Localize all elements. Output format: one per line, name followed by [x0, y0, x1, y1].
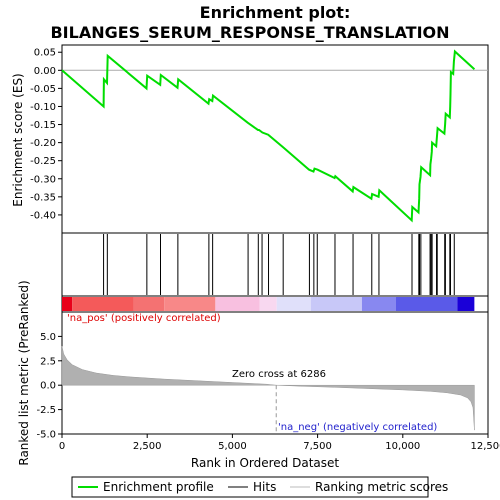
hits-group [103, 234, 455, 295]
es-y-tick-label: -0.35 [30, 192, 56, 203]
metric-y-tick-label: -5.0 [36, 430, 56, 441]
x-axis-label: Rank in Ordered Dataset [191, 456, 339, 470]
enrichment-profile-line [61, 49, 476, 223]
legend-enrichment-label: Enrichment profile [103, 480, 214, 494]
gradient-segment [133, 297, 165, 311]
neg-label: 'na_neg' (negatively correlated) [278, 422, 437, 433]
gradient-segment [395, 297, 458, 311]
gradient-segment [72, 297, 134, 311]
x-tick-label: 12,500 [471, 441, 500, 452]
pos-label: 'na_pos' (positively correlated) [67, 313, 221, 324]
es-y-tick-label: -0.40 [30, 210, 56, 221]
es-y-tick-label: -0.15 [30, 120, 56, 131]
x-tick-label: 2,500 [133, 441, 162, 452]
metric-panel-frame [61, 311, 489, 435]
gradient-segment [62, 297, 73, 311]
es-y-tick-label: 0.00 [34, 66, 56, 77]
gradient-bar [62, 297, 475, 311]
metric-y-axis: 5.0 2.5 0.0 -2.5 -5.0 [36, 332, 62, 441]
metric-y-tick-label: 2.5 [40, 356, 56, 367]
gradient-segment [215, 297, 260, 311]
gradient-segment [276, 297, 311, 311]
hits-panel-frame [61, 232, 489, 297]
es-y-tick-label: -0.25 [30, 156, 56, 167]
es-panel-frame [61, 44, 489, 234]
x-tick-label: 7,500 [303, 441, 332, 452]
gradient-segment [361, 297, 396, 311]
es-y-tick-label: -0.10 [30, 102, 56, 113]
gradient-segment [310, 297, 362, 311]
x-axis: 0 2,500 5,000 7,500 10,000 12,500 [59, 434, 500, 452]
chart-title-line2: BILANGES_SERUM_RESPONSE_TRANSLATION [50, 23, 449, 42]
es-y-axis-label: Enrichment score (ES) [11, 73, 25, 206]
chart-title-line1: Enrichment plot: [200, 3, 351, 22]
gradient-segment [259, 297, 277, 311]
metric-y-tick-label: 5.0 [40, 332, 56, 343]
es-y-tick-label: 0.05 [34, 48, 56, 59]
es-y-tick-label: -0.30 [30, 174, 56, 185]
metric-y-tick-label: 0.0 [40, 381, 56, 392]
es-y-tick-label: -0.05 [30, 84, 56, 95]
legend-metric-label: Ranking metric scores [315, 480, 448, 494]
zero-cross-label: Zero cross at 6286 [232, 369, 326, 380]
metric-y-axis-label: Ranked list metric (PreRanked) [17, 280, 31, 465]
x-tick-label: 10,000 [385, 441, 420, 452]
es-y-tick-label: -0.20 [30, 138, 56, 149]
metric-y-tick-label: -2.5 [36, 405, 56, 416]
gradient-segment [457, 297, 475, 311]
x-tick-label: 0 [59, 441, 65, 452]
legend-box [71, 476, 429, 498]
gradient-segment [164, 297, 216, 311]
es-y-axis: 0.05 0.00 -0.05 -0.10 -0.15 -0.20 -0.25 -0.30 -0… [30, 48, 62, 221]
legend-hits-label: Hits [253, 480, 276, 494]
x-tick-label: 5,000 [218, 441, 247, 452]
